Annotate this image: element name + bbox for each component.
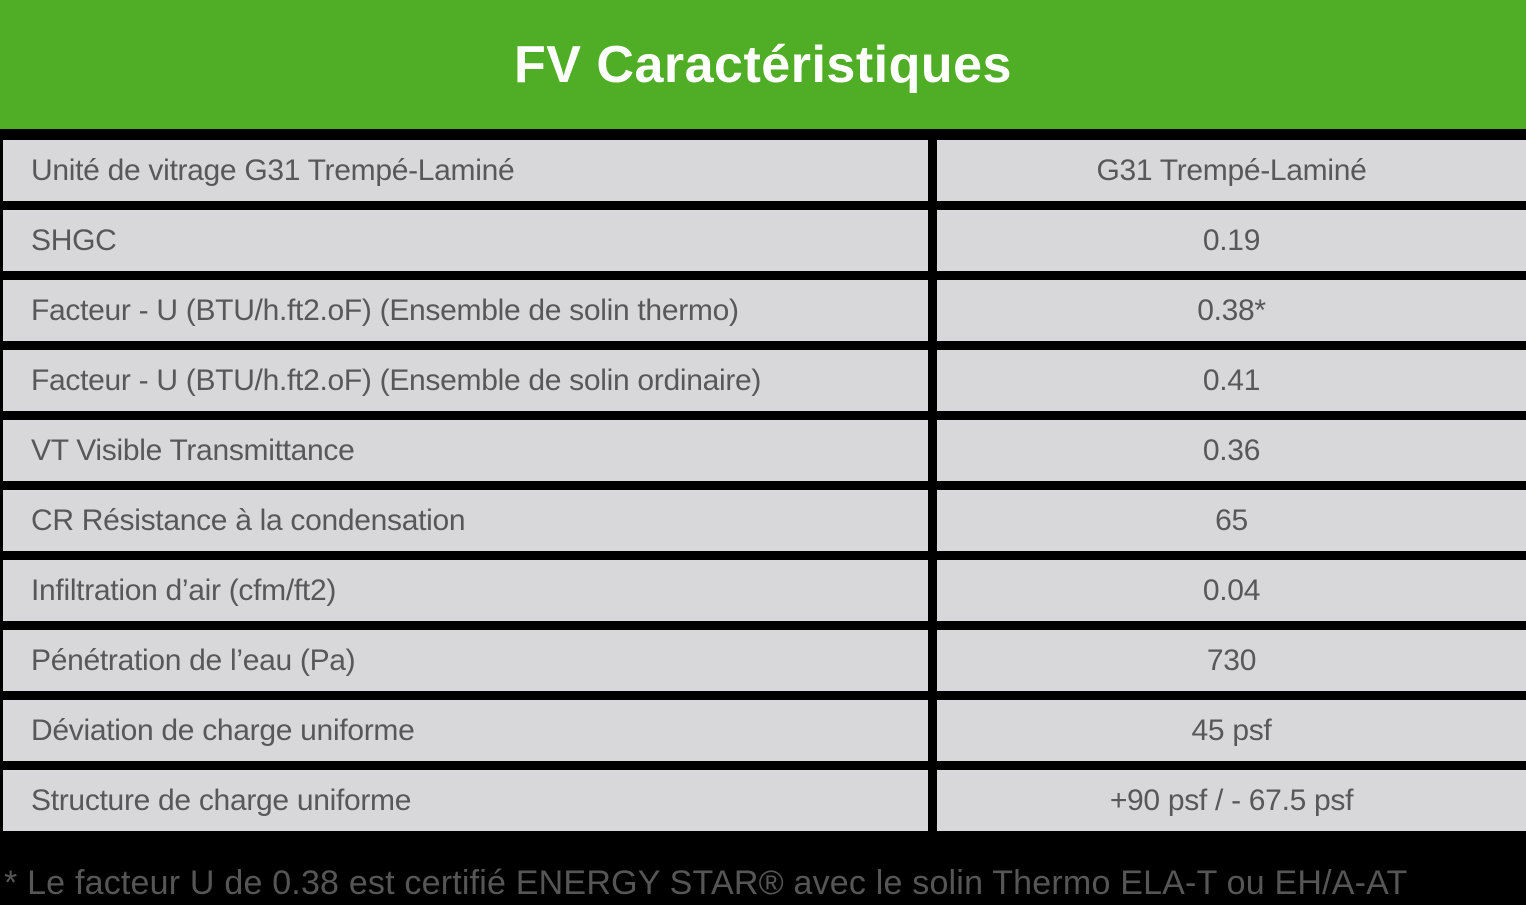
table-row: Infiltration d’air (cfm/ft2) 0.04 xyxy=(3,560,1526,621)
spec-value: G31 Trempé-Laminé xyxy=(937,140,1526,201)
spec-label: VT Visible Transmittance xyxy=(3,420,928,481)
page-title: FV Caractéristiques xyxy=(514,35,1012,94)
spec-value: 0.41 xyxy=(937,350,1526,411)
spec-value: 0.04 xyxy=(937,560,1526,621)
spec-label: Infiltration d’air (cfm/ft2) xyxy=(3,560,928,621)
table-row: Déviation de charge uniforme 45 psf xyxy=(3,700,1526,761)
spec-value: 0.19 xyxy=(937,210,1526,271)
title-banner: FV Caractéristiques xyxy=(0,0,1526,129)
spec-label: SHGC xyxy=(3,210,928,271)
footnote-text: * Le facteur U de 0.38 est certifié ENER… xyxy=(4,864,1408,902)
spec-label: CR Résistance à la condensation xyxy=(3,490,928,551)
spec-label: Unité de vitrage G31 Trempé-Laminé xyxy=(3,140,928,201)
footnote: * Le facteur U de 0.38 est certifié ENER… xyxy=(0,831,1526,905)
spec-table: Unité de vitrage G31 Trempé-Laminé G31 T… xyxy=(0,140,1526,831)
spec-value: 45 psf xyxy=(937,700,1526,761)
spec-value: 730 xyxy=(937,630,1526,691)
table-row: Facteur - U (BTU/h.ft2.oF) (Ensemble de … xyxy=(3,280,1526,341)
table-row: VT Visible Transmittance 0.36 xyxy=(3,420,1526,481)
spec-label: Pénétration de l’eau (Pa) xyxy=(3,630,928,691)
spec-value: 0.36 xyxy=(937,420,1526,481)
spec-value: +90 psf / - 67.5 psf xyxy=(937,770,1526,831)
table-row: Facteur - U (BTU/h.ft2.oF) (Ensemble de … xyxy=(3,350,1526,411)
spec-value: 65 xyxy=(937,490,1526,551)
spec-label: Déviation de charge uniforme xyxy=(3,700,928,761)
table-row: Pénétration de l’eau (Pa) 730 xyxy=(3,630,1526,691)
spec-label: Structure de charge uniforme xyxy=(3,770,928,831)
spec-value: 0.38* xyxy=(937,280,1526,341)
table-row: CR Résistance à la condensation 65 xyxy=(3,490,1526,551)
table-row: Structure de charge uniforme +90 psf / -… xyxy=(3,770,1526,831)
table-row: SHGC 0.19 xyxy=(3,210,1526,271)
table-row: Unité de vitrage G31 Trempé-Laminé G31 T… xyxy=(3,140,1526,201)
spec-label: Facteur - U (BTU/h.ft2.oF) (Ensemble de … xyxy=(3,350,928,411)
spec-label: Facteur - U (BTU/h.ft2.oF) (Ensemble de … xyxy=(3,280,928,341)
